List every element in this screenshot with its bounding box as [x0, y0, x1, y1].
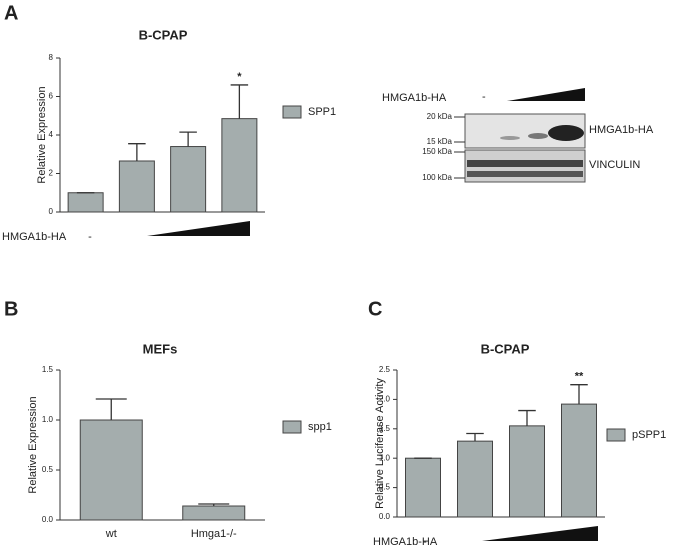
- annotation: *: [237, 71, 242, 83]
- treatment-label: HMGA1b-HA: [373, 536, 438, 547]
- error-bar: [518, 409, 536, 426]
- band-label: HMGA1b-HA: [589, 124, 654, 136]
- marker-label: 15 kDa: [427, 137, 453, 146]
- y-tick-label: 0.5: [379, 483, 391, 492]
- error-bar: [128, 143, 146, 161]
- y-tick-label: 2.0: [379, 395, 391, 404]
- band: [548, 125, 584, 141]
- wedge: [482, 526, 598, 541]
- panel-label: B: [4, 298, 18, 320]
- wedge: [507, 88, 585, 101]
- chart-title: B-CPAP: [481, 341, 530, 356]
- chart-title: B-CPAP: [139, 27, 188, 42]
- marker-label: 100 kDa: [422, 173, 452, 182]
- marker-label: 20 kDa: [427, 112, 453, 121]
- x-tick-label: Hmga1-/-: [191, 528, 237, 540]
- band-label: VINCULIN: [589, 159, 640, 171]
- y-tick-label: 0.0: [379, 512, 391, 521]
- legend-swatch: [282, 420, 302, 434]
- bar: [79, 419, 143, 521]
- y-axis-label: Relative Expression: [36, 86, 48, 183]
- panel-label: C: [368, 298, 382, 320]
- error-bar: [230, 84, 249, 119]
- treatment-minus: -: [88, 231, 92, 243]
- legend-label: SPP1: [308, 106, 336, 118]
- panel-label: A: [4, 2, 18, 24]
- band: [500, 136, 520, 140]
- band: [528, 133, 548, 139]
- legend-label: spp1: [308, 421, 332, 433]
- bar: [221, 118, 258, 213]
- error-bar: [179, 131, 197, 147]
- bar: [509, 425, 545, 518]
- bar: [457, 440, 493, 518]
- y-tick-label: 0.5: [42, 465, 54, 474]
- wedge: [147, 221, 250, 236]
- bar: [67, 192, 104, 213]
- legend-label: pSPP1: [632, 429, 666, 441]
- y-tick-label: 1.5: [379, 424, 391, 433]
- band: [467, 160, 583, 167]
- y-tick-label: 1.0: [42, 415, 54, 424]
- bar: [561, 403, 597, 518]
- bar: [118, 160, 155, 213]
- y-tick-label: 2.5: [379, 365, 391, 374]
- y-tick-label: 0.0: [42, 515, 54, 524]
- blot-treatment-minus: -: [482, 91, 486, 103]
- y-tick-label: 4: [49, 130, 54, 139]
- y-axis-label: Relative Expression: [27, 396, 39, 493]
- bar: [170, 146, 207, 213]
- y-axis-label: Relative Luciferase Activity: [374, 378, 386, 509]
- y-tick-label: 1.5: [42, 365, 54, 374]
- y-tick-label: 6: [49, 92, 54, 101]
- chart-title: MEFs: [143, 341, 178, 356]
- x-tick-label: wt: [105, 528, 117, 540]
- y-tick-label: 2: [49, 169, 54, 178]
- treatment-label: HMGA1b-HA: [2, 231, 67, 243]
- legend-swatch: [282, 105, 302, 119]
- band: [467, 171, 583, 177]
- blot-treatment-label: HMGA1b-HA: [382, 92, 447, 104]
- y-tick-label: 1.0: [379, 453, 391, 462]
- error-bar: [198, 503, 230, 506]
- annotation: **: [575, 371, 584, 383]
- western-blot: HMGA1b-HA - 20 kDa 15 kDa 150 kDa 100 kD…: [382, 91, 654, 183]
- legend-swatch: [606, 428, 626, 442]
- y-tick-label: 8: [49, 53, 54, 62]
- error-bar: [570, 384, 588, 405]
- y-tick-label: 0: [49, 207, 54, 216]
- treatment-minus: -: [423, 536, 427, 547]
- marker-label: 150 kDa: [422, 147, 452, 156]
- bar: [405, 457, 441, 518]
- error-bar: [466, 432, 484, 442]
- error-bar: [95, 398, 127, 420]
- bar: [182, 505, 246, 521]
